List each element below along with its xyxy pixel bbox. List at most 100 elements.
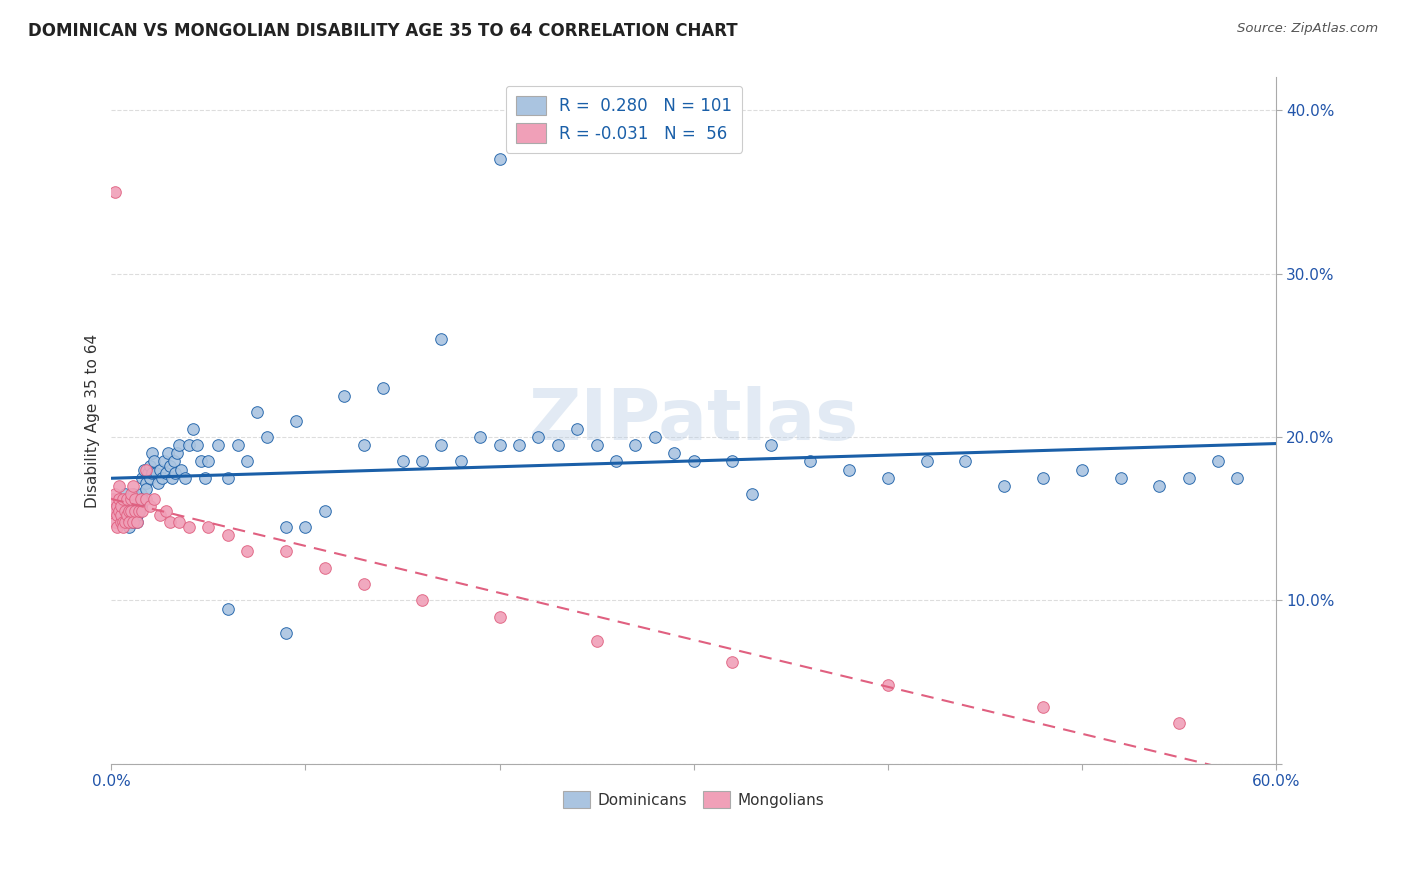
Point — [115, 515, 138, 529]
Point — [135, 483, 157, 497]
Point — [217, 471, 239, 485]
Point — [217, 528, 239, 542]
Point — [876, 471, 898, 485]
Point — [114, 487, 136, 501]
Point — [993, 479, 1015, 493]
Point — [120, 503, 142, 517]
Point — [121, 515, 143, 529]
Point — [120, 487, 142, 501]
Point — [125, 515, 148, 529]
Point — [246, 405, 269, 419]
Point — [1226, 471, 1249, 485]
Point — [391, 454, 413, 468]
Point — [125, 515, 148, 529]
Point — [664, 446, 686, 460]
Point — [112, 520, 135, 534]
Point — [125, 508, 148, 523]
Point — [468, 430, 491, 444]
Point — [153, 454, 176, 468]
Point — [799, 454, 821, 468]
Point — [105, 520, 128, 534]
Point — [108, 479, 131, 493]
Point — [207, 438, 229, 452]
Point — [135, 475, 157, 490]
Point — [1032, 699, 1054, 714]
Point — [488, 152, 510, 166]
Point — [411, 454, 433, 468]
Point — [411, 593, 433, 607]
Point — [112, 515, 135, 529]
Text: DOMINICAN VS MONGOLIAN DISABILITY AGE 35 TO 64 CORRELATION CHART: DOMINICAN VS MONGOLIAN DISABILITY AGE 35… — [28, 22, 738, 40]
Point — [1032, 471, 1054, 485]
Point — [118, 503, 141, 517]
Point — [135, 491, 157, 506]
Point — [104, 515, 127, 529]
Point — [156, 446, 179, 460]
Point — [110, 503, 132, 517]
Point — [166, 446, 188, 460]
Point — [567, 422, 589, 436]
Point — [131, 503, 153, 517]
Point — [644, 430, 666, 444]
Point — [128, 503, 150, 517]
Point — [124, 491, 146, 506]
Point — [121, 515, 143, 529]
Point — [131, 491, 153, 506]
Y-axis label: Disability Age 35 to 64: Disability Age 35 to 64 — [86, 334, 100, 508]
Point — [181, 422, 204, 436]
Point — [236, 454, 259, 468]
Point — [120, 508, 142, 523]
Point — [136, 466, 159, 480]
Point — [177, 438, 200, 452]
Point — [186, 438, 208, 452]
Point — [114, 503, 136, 517]
Point — [139, 471, 162, 485]
Point — [217, 601, 239, 615]
Point — [108, 503, 131, 517]
Point — [149, 463, 172, 477]
Point — [915, 454, 938, 468]
Point — [165, 466, 187, 480]
Point — [115, 508, 138, 523]
Point — [226, 438, 249, 452]
Point — [103, 491, 125, 506]
Point — [876, 678, 898, 692]
Point — [146, 475, 169, 490]
Point — [721, 454, 744, 468]
Point — [1167, 715, 1189, 730]
Point — [585, 438, 607, 452]
Point — [121, 487, 143, 501]
Point — [761, 438, 783, 452]
Point — [682, 454, 704, 468]
Point — [1070, 463, 1092, 477]
Point — [508, 438, 530, 452]
Point — [112, 491, 135, 506]
Point — [118, 520, 141, 534]
Point — [274, 626, 297, 640]
Point — [159, 459, 181, 474]
Point — [170, 463, 193, 477]
Point — [193, 471, 215, 485]
Point — [124, 503, 146, 517]
Point — [605, 454, 627, 468]
Point — [294, 520, 316, 534]
Point — [169, 515, 191, 529]
Point — [333, 389, 356, 403]
Point — [585, 634, 607, 648]
Point — [105, 508, 128, 523]
Point — [141, 466, 163, 480]
Point — [134, 463, 156, 477]
Point — [1206, 454, 1229, 468]
Point — [838, 463, 860, 477]
Point — [741, 487, 763, 501]
Legend: Dominicans, Mongolians: Dominicans, Mongolians — [557, 785, 831, 814]
Point — [155, 503, 177, 517]
Point — [721, 656, 744, 670]
Point — [115, 491, 138, 506]
Point — [129, 499, 152, 513]
Point — [1149, 479, 1171, 493]
Point — [1109, 471, 1132, 485]
Point — [1177, 471, 1199, 485]
Point — [115, 508, 138, 523]
Point — [105, 499, 128, 513]
